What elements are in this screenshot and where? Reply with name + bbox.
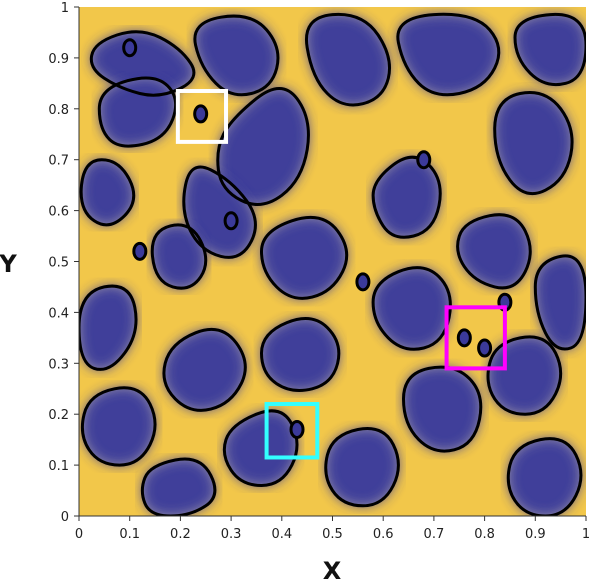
highlight-box-0 — [175, 88, 229, 144]
y-tick-label: 0.9 — [48, 52, 69, 67]
contour-loop-3 — [289, 419, 305, 439]
field-region-6 — [515, 14, 586, 85]
field-region-2 — [194, 16, 278, 95]
field-region-12 — [261, 217, 347, 299]
contour-line-19 — [401, 365, 483, 453]
contour-line-5 — [396, 12, 501, 97]
field-region-9 — [373, 157, 441, 238]
highlight-box-1 — [444, 305, 507, 371]
y-tick-label: 0.7 — [48, 154, 69, 169]
contour-loop-6 — [416, 150, 432, 170]
contour-loop-0 — [193, 104, 209, 124]
contour-loop-5 — [355, 272, 371, 292]
x-tick-label: 0.5 — [322, 527, 343, 542]
plot-area — [79, 7, 586, 516]
contour-line-1 — [97, 76, 178, 148]
field-region-3 — [217, 88, 309, 205]
contour-line-10 — [493, 91, 574, 196]
contour-loop-8 — [223, 211, 239, 231]
field-region-17 — [163, 329, 246, 411]
contour-line-15 — [456, 213, 532, 290]
field-region-13 — [79, 286, 137, 370]
field-region-4 — [306, 14, 390, 105]
field-region-15 — [457, 214, 531, 288]
contour-line-21 — [80, 386, 157, 467]
contour-line-4 — [304, 12, 392, 107]
field-region-11 — [152, 224, 206, 289]
field-region-24 — [508, 438, 581, 516]
y-tick-label: 0 — [61, 510, 69, 525]
field-region-23 — [325, 428, 399, 506]
x-tick-label: 1 — [582, 527, 590, 542]
field-region-0 — [91, 31, 194, 96]
contour-line-24 — [506, 437, 583, 516]
field-region-14 — [373, 267, 451, 350]
contour-line-20 — [486, 335, 563, 416]
y-axis-title: Y — [0, 250, 17, 278]
x-tick-label: 0.1 — [119, 527, 140, 542]
field-region-10 — [494, 92, 573, 194]
y-tick-label: 0.4 — [48, 306, 69, 321]
contour-line-17 — [162, 327, 247, 412]
contour-line-16 — [533, 254, 586, 351]
field-region-22 — [224, 410, 297, 486]
y-axis: 0 0.1 0.2 0.3 0.4 0.5 0.6 0.7 0.8 0.9 1 — [48, 1, 80, 525]
y-tick-label: 0.5 — [48, 256, 69, 271]
x-tick-label: 0.2 — [170, 527, 191, 542]
contour-line-11 — [150, 223, 208, 290]
contour-line-8 — [79, 158, 136, 227]
contour-loop-9 — [132, 241, 148, 261]
x-tick-label: 0.7 — [424, 527, 445, 542]
x-axis-title: X — [323, 557, 342, 580]
contour-line-25 — [140, 457, 217, 516]
highlight-box-2 — [264, 402, 320, 460]
contour-line-14 — [371, 266, 452, 351]
x-tick-label: 0.4 — [271, 527, 292, 542]
y-tick-label: 0.8 — [48, 103, 69, 118]
x-axis: 0 0.1 0.2 0.3 0.4 0.5 0.6 0.7 0.8 0.9 1 — [75, 515, 590, 542]
contour-layer — [79, 12, 586, 516]
contour-loop-2 — [456, 328, 472, 348]
highlight-boxes — [175, 88, 507, 460]
contour-loop-1 — [477, 338, 493, 358]
x-tick-label: 0.3 — [221, 527, 242, 542]
contour-line-18 — [259, 317, 341, 392]
field-region-8 — [81, 159, 134, 225]
contour-line-7 — [182, 165, 257, 259]
contour-line-12 — [259, 215, 349, 300]
y-tick-label: 0.3 — [48, 357, 69, 372]
y-tick-label: 0.1 — [48, 459, 69, 474]
contour-line-3 — [216, 86, 310, 206]
field-region-25 — [142, 458, 215, 516]
field-layer — [79, 14, 586, 516]
y-tick-label: 0.2 — [48, 408, 69, 423]
field-region-18 — [261, 318, 339, 391]
x-tick-label: 0.8 — [474, 527, 495, 542]
x-tick-label: 0.9 — [525, 527, 546, 542]
field-region-7 — [183, 166, 256, 258]
field-region-16 — [535, 255, 586, 350]
field-region-5 — [397, 14, 499, 95]
y-tick-label: 1 — [61, 1, 69, 16]
x-tick-label: 0.6 — [373, 527, 394, 542]
contour-line-23 — [324, 427, 400, 508]
x-tick-label: 0 — [75, 527, 83, 542]
field-region-19 — [403, 367, 481, 452]
contour-line-2 — [193, 14, 280, 97]
contour-line-6 — [513, 13, 586, 87]
contour-loop-4 — [122, 38, 138, 58]
field-region-21 — [82, 387, 156, 466]
contour-line-0 — [89, 30, 196, 97]
y-tick-label: 0.6 — [48, 205, 69, 220]
